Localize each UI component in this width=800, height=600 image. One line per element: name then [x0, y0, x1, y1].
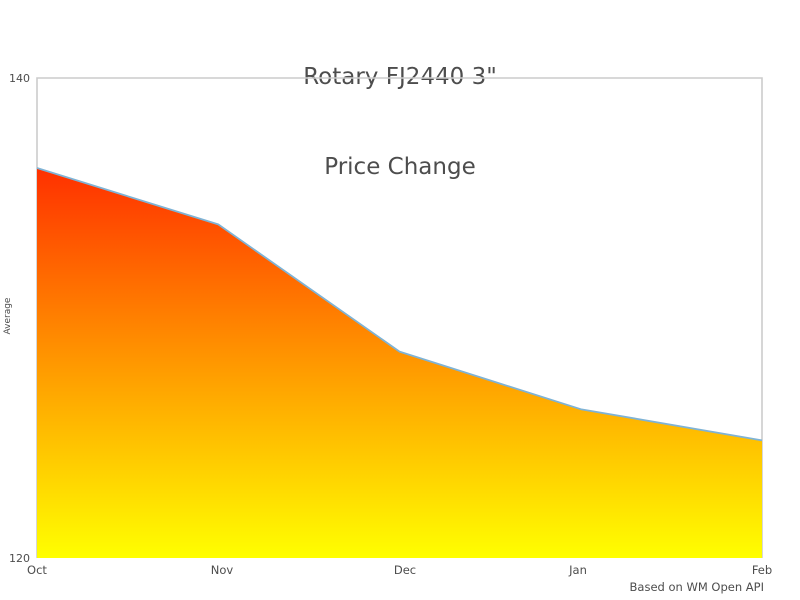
x-axis-tick-label-feb: Feb [751, 563, 773, 577]
chart-title: Rotary FJ2440 3" Price Change [0, 2, 800, 242]
x-axis-tick-label-oct: Oct [27, 563, 47, 577]
x-axis-tick-label-jan: Jan [569, 563, 587, 577]
area-fill [37, 168, 762, 558]
source-note: Based on WM Open API [629, 580, 764, 594]
chart-title-line-1: Rotary FJ2440 3" [303, 64, 497, 90]
data-line [36, 167, 763, 442]
x-axis-tick-label-nov: Nov [210, 563, 234, 577]
x-axis-tick-label-dec: Dec [393, 563, 417, 577]
chart-title-line-2: Price Change [324, 154, 476, 180]
y-axis-tick-label-min: 120 [9, 552, 30, 565]
y-axis-tick-label-max: 140 [9, 72, 30, 85]
